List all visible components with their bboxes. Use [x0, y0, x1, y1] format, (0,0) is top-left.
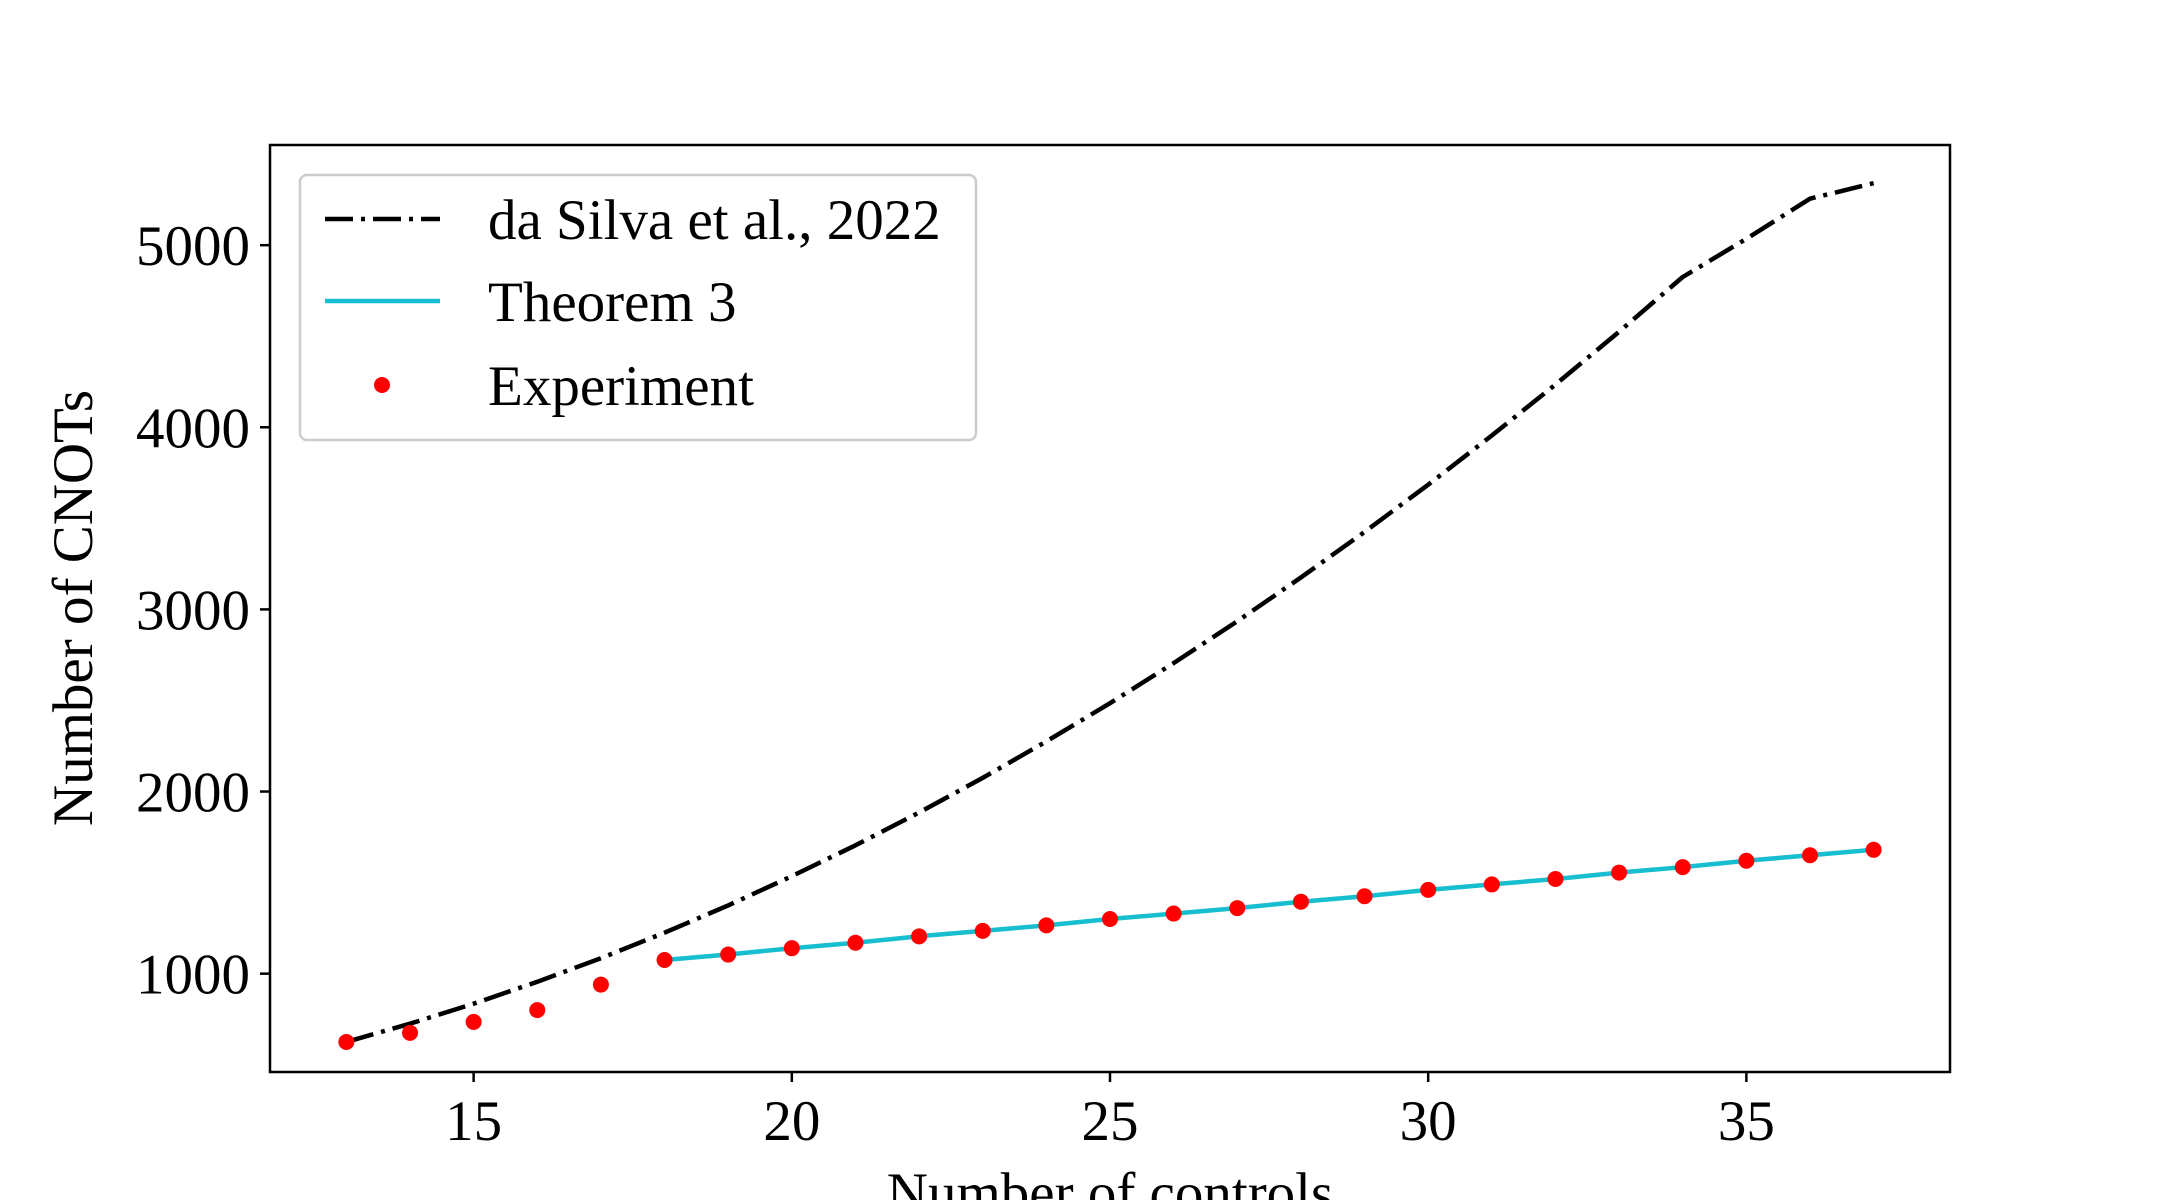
x-tick-label: 15	[445, 1090, 502, 1153]
legend: da Silva et al., 2022 Theorem 3 Experime…	[298, 173, 978, 442]
data-point	[974, 922, 991, 939]
data-point	[1102, 911, 1118, 928]
data-point	[1483, 876, 1500, 893]
data-point	[338, 1033, 355, 1050]
y-tick-label: 5000	[136, 215, 250, 278]
data-point	[1229, 900, 1246, 917]
data-point	[847, 934, 864, 951]
data-point	[1611, 864, 1628, 881]
series-line	[345, 181, 1875, 1045]
y-axis-ticks: 1000 2000 3000 4000 5000	[136, 215, 270, 1007]
data-point	[529, 1002, 546, 1019]
data-point	[656, 951, 673, 968]
x-axis-ticks: 15 20 25 30 35	[445, 1072, 1775, 1153]
data-point	[592, 976, 609, 993]
data-point	[720, 946, 737, 963]
data-point	[1165, 905, 1182, 922]
x-tick-label: 30	[1400, 1090, 1457, 1153]
x-tick-label: 35	[1718, 1090, 1775, 1153]
data-point	[1356, 888, 1373, 905]
y-axis-label: Number of CNOTs	[42, 390, 105, 826]
legend-swatch-experiment	[374, 377, 390, 393]
y-tick-label: 2000	[136, 762, 250, 825]
x-axis-label: Number of controls	[887, 1162, 1333, 1200]
data-point	[1738, 852, 1755, 869]
plot-area: 15 20 25 30 35 1000 2000 3000 4000 5000	[136, 143, 1952, 1153]
data-point	[402, 1024, 418, 1041]
series-layer	[338, 181, 1882, 1050]
legend-label-da-silva: da Silva et al., 2022	[488, 189, 941, 252]
legend-label-experiment: Experiment	[488, 355, 754, 418]
series-da-silva-et-al-2022	[345, 181, 1875, 1045]
data-point	[1674, 859, 1691, 876]
legend-label-theorem-3: Theorem 3	[488, 271, 736, 334]
data-point	[1865, 841, 1882, 858]
y-tick-label: 4000	[136, 397, 250, 460]
series-experiment	[338, 841, 1882, 1050]
data-point	[783, 940, 800, 957]
series-theorem-3	[664, 847, 1874, 963]
data-point	[1420, 881, 1437, 898]
legend-box	[298, 173, 978, 442]
x-tick-label: 25	[1082, 1090, 1139, 1153]
series-line	[664, 847, 1874, 963]
y-tick-label: 3000	[136, 579, 250, 642]
y-tick-label: 1000	[136, 944, 250, 1007]
data-point	[1547, 870, 1564, 887]
data-point	[1292, 893, 1309, 910]
data-point	[911, 928, 928, 945]
x-tick-label: 20	[763, 1090, 820, 1153]
data-point	[465, 1013, 482, 1030]
data-point	[1802, 847, 1818, 864]
data-point	[1038, 917, 1055, 934]
